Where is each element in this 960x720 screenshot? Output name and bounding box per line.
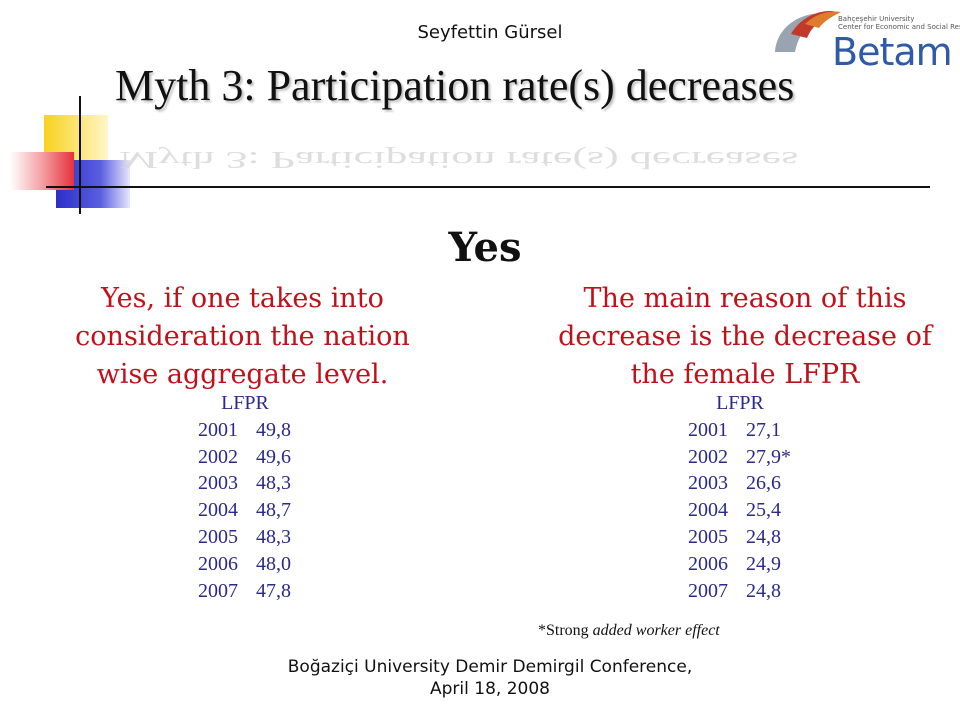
- answer-heading: Yes: [448, 224, 522, 271]
- table-row: 2003 26,6: [688, 472, 781, 495]
- author-name: Seyfettin Gürsel: [417, 22, 563, 43]
- table-row: 2004 48,7: [198, 499, 291, 522]
- title-reflection: Myth 3: Participation rate(s) decreases: [119, 146, 799, 174]
- table-row: 2002 27,9*: [688, 445, 791, 468]
- left-lfpr-table: LFPR 2001 49,8 2002 49,6 2003 48,3 2004 48,7…: [150, 390, 340, 604]
- footer-line1: Boğaziçi University Demir Demirgil Confe…: [287, 657, 693, 677]
- table-row: 2003 48,3: [198, 472, 291, 495]
- table-row: 2006 48,0: [198, 552, 291, 575]
- table-row: 2007 24,8: [688, 579, 781, 602]
- table-row: 2001 49,8: [198, 418, 291, 441]
- betam-logo-icon: [775, 10, 841, 52]
- table-row: 2005 48,3: [198, 525, 291, 548]
- table-row: 2007 47,8: [198, 579, 291, 602]
- table-row: 2004 25,4: [688, 499, 781, 522]
- table-row: 2005 24,8: [688, 525, 781, 548]
- right-table-title: LFPR: [716, 392, 764, 414]
- table-row: 2001 27,1: [688, 418, 781, 441]
- logo-wordmark: Betam: [832, 30, 953, 74]
- footnote: *Strong added worker effect: [538, 622, 720, 639]
- left-heading: Yes, if one takes into consideration the…: [75, 283, 410, 390]
- right-lfpr-table: LFPR 2001 27,1 2002 27,9* 2003 26,6 2004 25,…: [640, 390, 840, 604]
- footer: Boğaziçi University Demir Demirgil Confe…: [180, 656, 800, 700]
- decorative-squares: [10, 96, 930, 214]
- table-row: 2006 24,9: [688, 552, 781, 575]
- footer-line2: April 18, 2008: [430, 679, 550, 699]
- right-heading: The main reason of this decrease is the …: [558, 283, 932, 390]
- left-table-title: LFPR: [221, 392, 269, 414]
- logo-subtitle: Bahçeşehir University Center for Economi…: [838, 15, 960, 31]
- table-row: 2002 49,6: [198, 445, 291, 468]
- red-square: [10, 152, 74, 190]
- slide-title: Myth 3: Participation rate(s) decreases: [115, 61, 795, 110]
